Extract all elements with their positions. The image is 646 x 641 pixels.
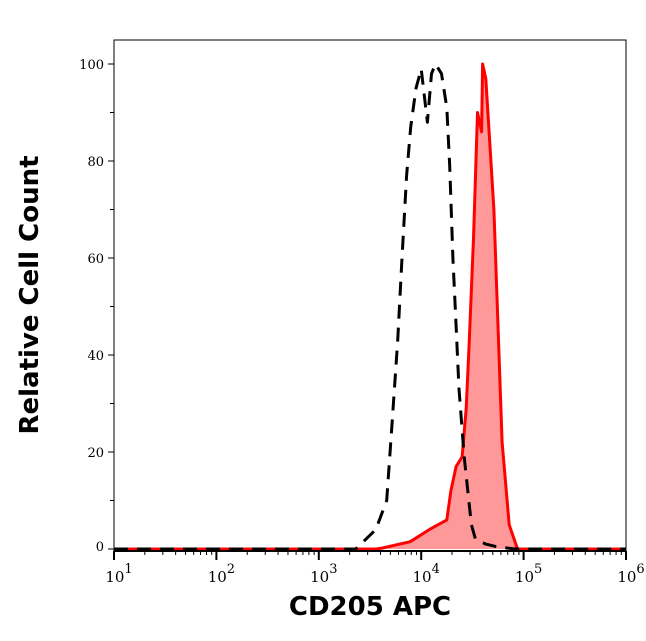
- control-histogram-line: [114, 62, 626, 551]
- y-tick-label: 60: [87, 252, 104, 267]
- x-tick-label: 105: [515, 562, 542, 586]
- y-axis-label: Relative Cell Count: [15, 155, 45, 435]
- y-tick-label: 20: [87, 446, 104, 461]
- x-tick-label: 103: [310, 562, 337, 586]
- y-tick-label: 0: [96, 540, 104, 555]
- y-tick-label: 40: [87, 349, 104, 364]
- x-tick-label: 101: [105, 562, 132, 586]
- x-axis-label: CD205 APC: [288, 592, 452, 622]
- series-layer: [114, 62, 626, 551]
- series-fill: [114, 64, 626, 549]
- y-tick-label: 80: [87, 155, 104, 170]
- stained-histogram-line: [114, 62, 626, 551]
- axis-layer: 101 102 103 104 105 106 0 20 40 60 80 100: [79, 58, 645, 586]
- x-tick-label: 106: [617, 562, 644, 586]
- y-tick-label: 100: [79, 58, 104, 73]
- plot-frame: [113, 39, 627, 552]
- x-tick-label: 104: [413, 562, 440, 586]
- x-tick-label: 102: [208, 562, 235, 586]
